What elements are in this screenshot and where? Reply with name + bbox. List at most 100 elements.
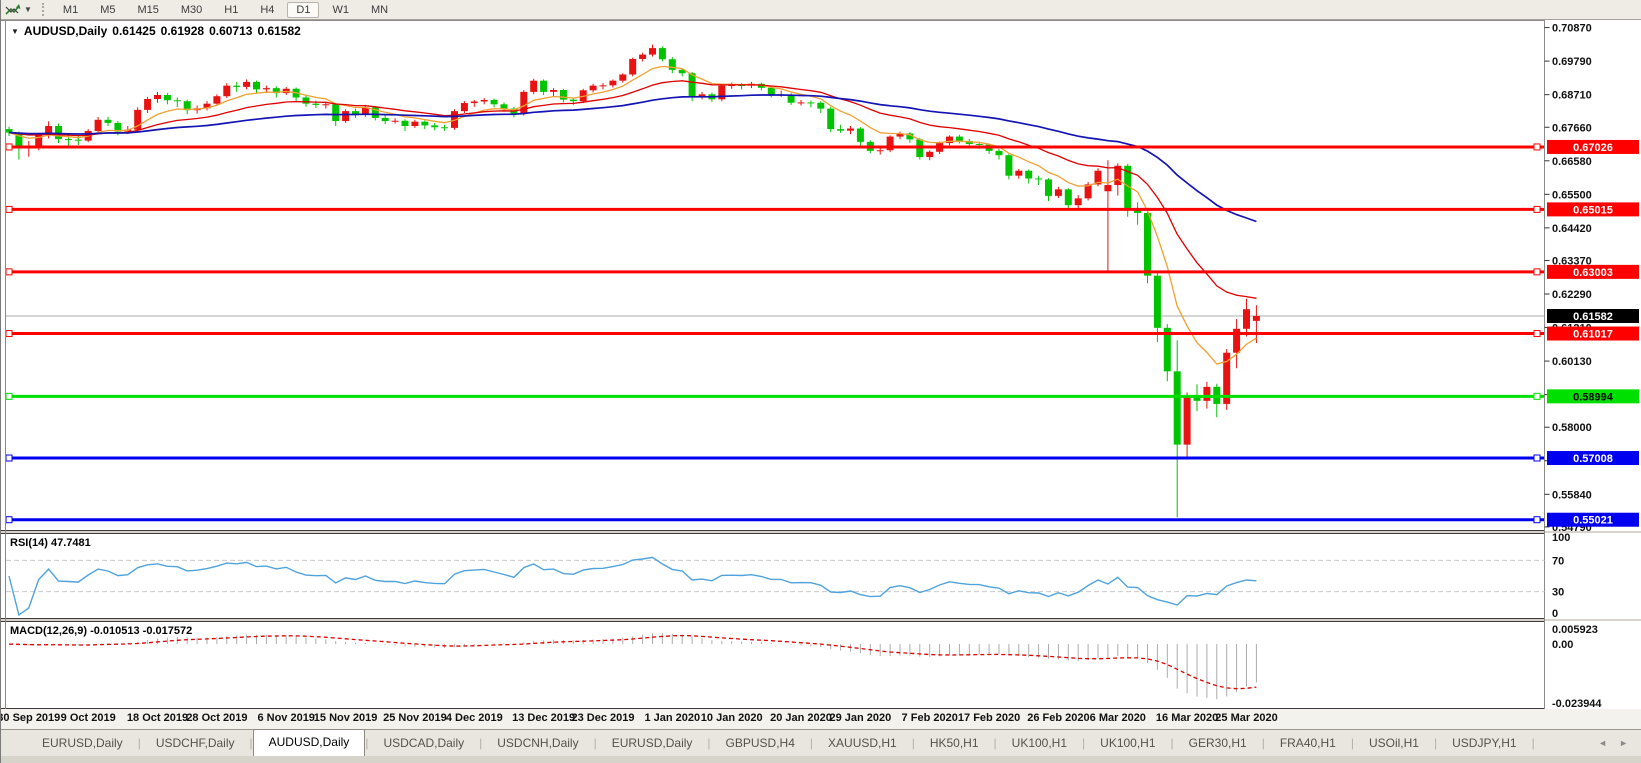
date-axis-label: 6 Nov 2019 [257, 712, 315, 724]
date-axis-label: 28 Oct 2019 [186, 712, 248, 724]
timeframe-button-m5[interactable]: M5 [100, 3, 116, 16]
date-axis-label: 18 Oct 2019 [126, 712, 189, 724]
date-axis-label: 15 Nov 2019 [313, 712, 378, 724]
svg-text:0.65015: 0.65015 [1573, 204, 1613, 216]
tab-divider: | [479, 736, 483, 750]
ohlc-low: 0.60713 [209, 24, 253, 38]
date-axis-label: 1 Jan 2020 [644, 712, 701, 724]
slow-ma [8, 94, 1257, 223]
tab-divider: | [593, 736, 597, 750]
tab-divider: | [1350, 736, 1354, 750]
chart-tab-usdjpy-h1[interactable]: USDJPY,H1 [1452, 736, 1517, 750]
tab-divider: | [1531, 736, 1535, 750]
level-lines-layer [5, 143, 1545, 524]
date-axis-label: 30 Sep 2019 [0, 712, 61, 724]
tab-divider: | [707, 736, 711, 750]
date-axis-label: 20 Jan 2020 [770, 712, 832, 724]
chart-tab-uk100-h1[interactable]: UK100,H1 [1100, 736, 1156, 750]
panel-borders [1, 20, 1544, 709]
svg-text:0.65500: 0.65500 [1552, 189, 1592, 201]
svg-text:0.58994: 0.58994 [1573, 391, 1614, 403]
chart-tab-fra40-h1[interactable]: FRA40,H1 [1279, 736, 1336, 750]
rsi-indicator-label: RSI(14) 47.7481 [10, 537, 91, 549]
svg-text:100: 100 [1552, 532, 1570, 544]
tab-divider: | [1261, 736, 1265, 750]
moving-averages-layer [8, 65, 1257, 365]
svg-text:0.00: 0.00 [1552, 639, 1573, 651]
tab-divider: | [1082, 736, 1086, 750]
tab-scroll-left-icon[interactable]: ◄ [1598, 738, 1608, 748]
svg-text:0.70870: 0.70870 [1552, 23, 1592, 35]
chart-tab-gbpusd-h4[interactable]: GBPUSD,H4 [725, 736, 795, 750]
svg-text:70: 70 [1552, 555, 1564, 567]
date-axis-label: 4 Dec 2019 [445, 712, 503, 724]
tab-divider: | [249, 736, 253, 750]
chart-tab-hk50-h1[interactable]: HK50,H1 [929, 736, 979, 750]
ohlc-open: 0.61425 [112, 24, 156, 38]
indicator-arrows-icon[interactable] [4, 2, 22, 17]
svg-text:0.61582: 0.61582 [1573, 311, 1613, 323]
timeframe-button-m30[interactable]: M30 [180, 3, 203, 16]
date-axis-label: 17 Feb 2020 [957, 712, 1021, 724]
svg-text:0.67660: 0.67660 [1552, 122, 1592, 134]
svg-text:0.67026: 0.67026 [1573, 142, 1613, 154]
tab-divider: | [137, 736, 141, 750]
chart-tab-eurusd-daily[interactable]: EURUSD,Daily [42, 736, 123, 750]
chart-tab-xauusd-h1[interactable]: XAUUSD,H1 [828, 736, 897, 750]
svg-text:0: 0 [1552, 608, 1558, 620]
svg-text:0.68710: 0.68710 [1552, 90, 1592, 102]
timeframe-buttons: M1 M5 M15 M30 H1 H4 D1 W1 MN [52, 1, 399, 18]
chart-tab-audusd-daily[interactable]: AUDUSD,Daily [252, 729, 366, 756]
timeframe-button-m15[interactable]: M15 [137, 3, 159, 16]
chart-tab-eurusd-daily[interactable]: EURUSD,Daily [611, 736, 693, 750]
tab-scroll-controls: ◄ ► [1598, 738, 1628, 748]
macd-signal-line [8, 634, 1257, 690]
ohlc-close: 0.61582 [257, 24, 301, 38]
timeframe-button-h1[interactable]: H1 [224, 3, 239, 16]
macd-panel: 0.005923 0.00 -0.023944 [8, 624, 1602, 710]
macd-indicator-label: MACD(12,26,9) -0.010513 -0.017572 [10, 625, 193, 637]
ohlc-high: 0.61928 [160, 24, 205, 38]
timeframe-toolbar: ▼ M1 M5 M15 M30 H1 H4 D1 W1 MN [1, 0, 1641, 20]
chart-tab-usdchf-daily[interactable]: USDCHF,Daily [155, 736, 235, 750]
chart-title[interactable]: ▼ AUDUSD,Daily 0.61425 0.61928 0.60713 0… [11, 24, 301, 38]
chevron-down-icon[interactable]: ▼ [24, 5, 32, 14]
chart-dropdown-icon[interactable]: ▼ [11, 26, 19, 36]
date-axis-label: 6 Mar 2020 [1089, 712, 1146, 724]
timeframe-button-mn[interactable]: MN [370, 3, 389, 16]
date-axis-label: 23 Dec 2019 [571, 712, 635, 724]
svg-text:0.63370: 0.63370 [1552, 255, 1592, 267]
date-axis[interactable]: 30 Sep 2019 9 Oct 2019 18 Oct 2019 28 Oct 2… [1, 709, 1641, 729]
timeframe-button-d1[interactable]: D1 [287, 1, 320, 18]
rsi-splitter[interactable] [1, 530, 1641, 534]
timeframe-button-m1[interactable]: M1 [62, 3, 79, 16]
chart-tab-usdcad-daily[interactable]: USDCAD,Daily [383, 736, 465, 750]
tab-divider: | [1170, 736, 1174, 750]
tab-scroll-right-icon[interactable]: ► [1619, 738, 1628, 748]
date-axis-label: 7 Feb 2020 [901, 712, 958, 724]
macd-splitter[interactable] [1, 618, 1641, 622]
date-axis-label: 10 Jan 2020 [700, 712, 763, 724]
date-axis-label: 25 Nov 2019 [383, 712, 447, 724]
timeframe-button-w1[interactable]: W1 [332, 3, 349, 16]
svg-text:0.58000: 0.58000 [1552, 422, 1592, 434]
svg-text:-0.023944: -0.023944 [1552, 698, 1602, 710]
svg-text:30: 30 [1552, 587, 1564, 599]
chart-tab-usoil-h1[interactable]: USOil,H1 [1368, 736, 1419, 750]
date-axis-label: 9 Oct 2019 [60, 712, 116, 724]
rsi-panel: 100 70 30 0 [6, 532, 1570, 620]
timeframe-button-h4[interactable]: H4 [260, 3, 275, 16]
chart-tab-bar: EURUSD,Daily | USDCHF,Daily | AUDUSD,Daily | U… [1, 729, 1641, 756]
chart-symbol-label: AUDUSD,Daily [23, 24, 108, 38]
chart-tab-uk100-h1[interactable]: UK100,H1 [1011, 736, 1068, 750]
svg-text:0.63003: 0.63003 [1573, 267, 1613, 279]
chart-tab-usdcnh-daily[interactable]: USDCNH,Daily [497, 736, 579, 750]
svg-text:0.62290: 0.62290 [1552, 289, 1592, 301]
svg-text:0.66580: 0.66580 [1552, 156, 1592, 168]
svg-text:0.61017: 0.61017 [1573, 329, 1613, 341]
date-axis-label: 26 Feb 2020 [1027, 712, 1090, 724]
svg-text:0.64420: 0.64420 [1552, 223, 1592, 235]
chart-tab-ger30-h1[interactable]: GER30,H1 [1188, 736, 1247, 750]
